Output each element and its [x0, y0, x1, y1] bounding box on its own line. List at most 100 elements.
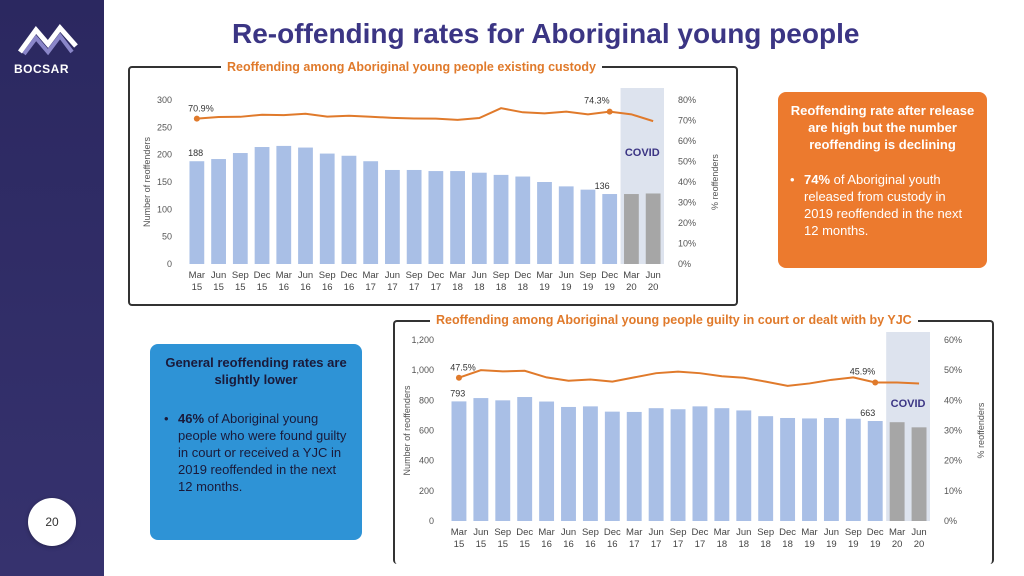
y2-axis-label: % reoffenders — [710, 154, 720, 210]
x-tick-year: 16 — [344, 282, 355, 293]
x-tick-month: Sep — [582, 527, 599, 538]
x-tick-year: 15 — [476, 539, 487, 550]
y2-tick-label: 50% — [678, 157, 696, 167]
x-tick-year: 18 — [782, 539, 793, 550]
bar — [580, 189, 596, 264]
x-tick-month: Sep — [493, 270, 510, 281]
x-tick-year: 18 — [496, 282, 507, 293]
x-tick-year: 16 — [278, 282, 289, 293]
x-tick-month: Dec — [427, 270, 444, 281]
y-tick-label: 400 — [419, 456, 434, 466]
bar-last-label: 136 — [595, 181, 610, 191]
rate-line — [458, 369, 920, 387]
x-tick-year: 17 — [695, 539, 706, 550]
x-tick-month: Mar — [538, 527, 554, 538]
x-tick-year: 15 — [192, 282, 203, 293]
x-tick-month: Mar — [623, 270, 639, 281]
bar — [604, 411, 620, 521]
x-tick-year: 15 — [454, 539, 465, 550]
x-tick-year: 15 — [235, 282, 246, 293]
x-tick-month: Mar — [189, 270, 205, 281]
y2-tick-label: 30% — [944, 426, 962, 436]
x-tick-month: Jun — [211, 270, 226, 281]
y2-tick-label: 20% — [944, 456, 962, 466]
x-tick-year: 16 — [322, 282, 333, 293]
bar — [736, 410, 752, 521]
covid-label: COVID — [891, 398, 926, 410]
x-tick-month: Jun — [561, 527, 576, 538]
bar — [493, 174, 509, 264]
x-tick-month: Mar — [536, 270, 552, 281]
rate-marker — [455, 374, 462, 381]
x-tick-year: 17 — [651, 539, 662, 550]
x-tick-year: 18 — [738, 539, 749, 550]
x-tick-month: Dec — [341, 270, 358, 281]
y-tick-label: 200 — [157, 150, 172, 160]
x-tick-year: 15 — [213, 282, 224, 293]
x-tick-year: 17 — [365, 282, 376, 293]
page-number: 20 — [28, 498, 76, 546]
bar — [254, 147, 270, 264]
page-title: Re-offending rates for Aboriginal young … — [232, 18, 860, 49]
bar — [539, 401, 555, 521]
x-tick-year: 17 — [387, 282, 398, 293]
x-tick-year: 19 — [848, 539, 859, 550]
line-first-label: 47.5% — [450, 363, 476, 373]
callout-court-bullet: 46% of Aboriginal young people who were … — [164, 410, 348, 495]
x-tick-year: 16 — [541, 539, 552, 550]
x-tick-year: 18 — [517, 282, 528, 293]
bar — [189, 161, 205, 264]
x-tick-year: 19 — [583, 282, 594, 293]
callout-court-bold: 46% — [178, 411, 205, 426]
bar — [624, 194, 639, 264]
bar — [714, 408, 730, 521]
sidebar: BOCSAR 20 — [0, 0, 104, 576]
y-tick-label: 600 — [419, 426, 434, 436]
bar — [889, 422, 905, 521]
x-tick-month: Mar — [801, 527, 817, 538]
x-tick-month: Dec — [779, 527, 796, 538]
covid-label: COVID — [625, 147, 660, 159]
bar — [211, 159, 226, 264]
x-tick-month: Mar — [889, 527, 905, 538]
y2-tick-label: 20% — [678, 218, 696, 228]
rate-marker — [193, 115, 200, 122]
x-tick-year: 20 — [914, 539, 925, 550]
x-tick-year: 18 — [717, 539, 728, 550]
x-tick-month: Jun — [648, 527, 663, 538]
x-tick-year: 15 — [519, 539, 530, 550]
x-tick-month: Dec — [516, 527, 533, 538]
x-tick-month: Sep — [232, 270, 249, 281]
callout-court-text: of Aboriginal young people who were foun… — [178, 411, 347, 494]
y2-tick-label: 40% — [944, 395, 962, 405]
bar — [319, 153, 335, 264]
x-tick-month: Jun — [645, 270, 660, 281]
bar — [298, 147, 313, 264]
y2-tick-label: 30% — [678, 198, 696, 208]
bar — [473, 398, 489, 521]
bar — [341, 155, 357, 264]
bocsar-logo-icon — [18, 24, 78, 56]
chart-custody-title: Reoffending among Aboriginal young peopl… — [221, 60, 602, 74]
callout-court: General reoffending rates are slightly l… — [150, 344, 362, 540]
bar — [602, 194, 618, 264]
bar — [495, 400, 511, 521]
x-tick-year: 19 — [539, 282, 550, 293]
rate-marker — [606, 108, 613, 115]
x-tick-year: 19 — [826, 539, 837, 550]
bar — [406, 169, 422, 264]
x-tick-year: 15 — [497, 539, 508, 550]
y2-tick-label: 0% — [944, 516, 957, 526]
y-axis-label: Number of reoffenders — [142, 137, 152, 227]
bar — [780, 417, 796, 521]
x-tick-month: Mar — [626, 527, 642, 538]
bar — [845, 418, 861, 521]
bar — [670, 409, 686, 521]
x-tick-month: Mar — [276, 270, 292, 281]
line-first-label: 70.9% — [188, 104, 214, 114]
y-tick-label: 300 — [157, 95, 172, 105]
bar — [758, 416, 774, 521]
y2-tick-label: 60% — [678, 136, 696, 146]
bar — [232, 153, 248, 264]
x-tick-month: Sep — [845, 527, 862, 538]
